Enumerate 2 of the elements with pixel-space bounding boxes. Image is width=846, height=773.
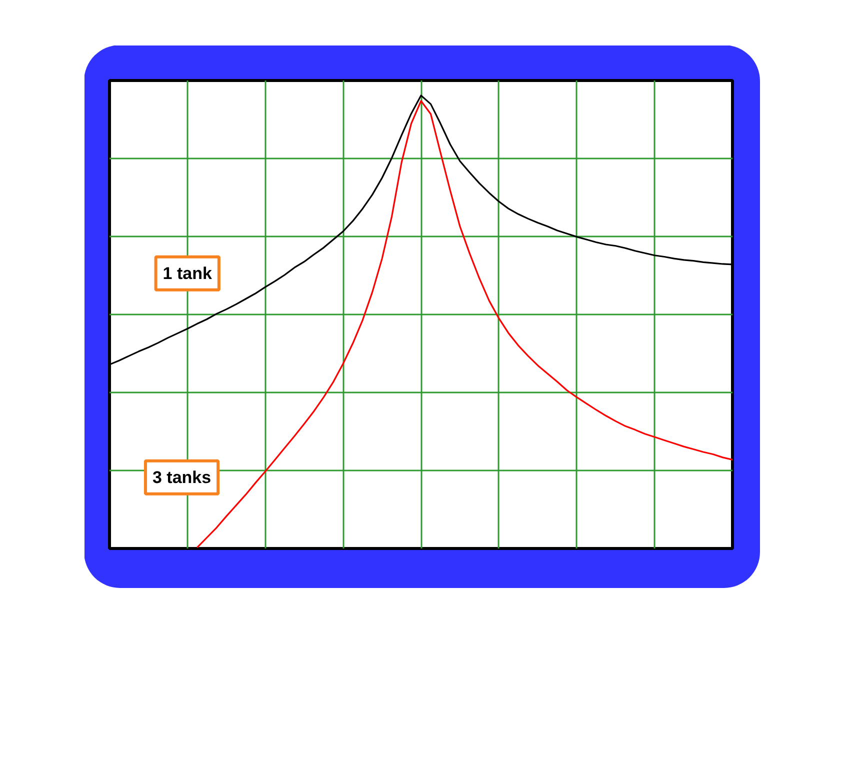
series-label: 1 tank <box>162 264 212 283</box>
series-label: 3 tanks <box>152 468 212 487</box>
